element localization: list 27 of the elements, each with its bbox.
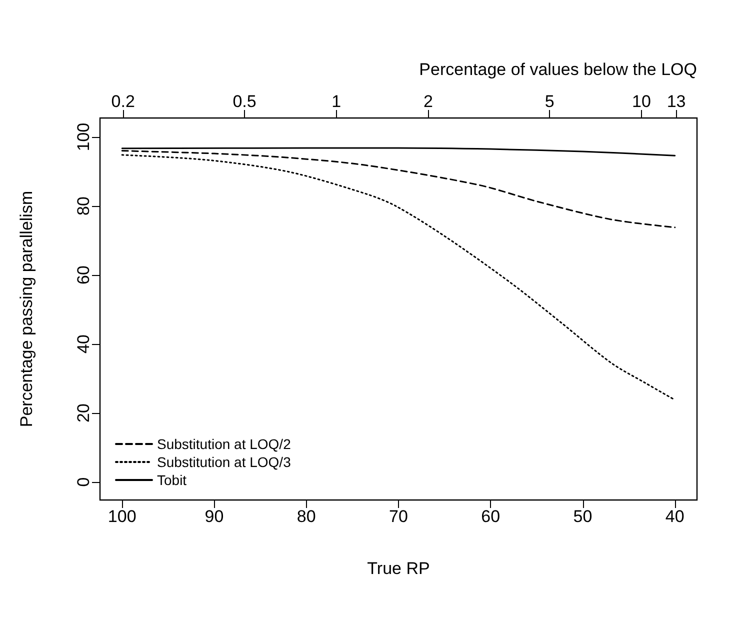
x-axis-title: True RP <box>367 559 430 578</box>
y-tick-label: 80 <box>74 196 93 216</box>
y-tick-label: 40 <box>74 334 93 354</box>
x2-tick-label: 13 <box>666 92 686 111</box>
x-tick-label: 90 <box>204 507 224 526</box>
y-tick-label: 0 <box>74 477 93 487</box>
x-tick-label: 60 <box>481 507 500 526</box>
x2-tick-label: 0.5 <box>232 92 256 111</box>
x-tick-label: 70 <box>389 507 408 526</box>
legend-label: Substitution at LOQ/3 <box>157 454 292 470</box>
line-series <box>121 154 676 401</box>
y-axis-title: Percentage passing parallelism <box>17 190 36 428</box>
legend-label: Substitution at LOQ/2 <box>157 436 292 452</box>
x-tick-label: 80 <box>296 507 316 526</box>
x2-tick-label: 10 <box>632 92 651 111</box>
legend-label: Tobit <box>157 472 187 488</box>
x2-tick-label: 2 <box>424 92 433 111</box>
y-tick-label: 60 <box>74 266 93 284</box>
x-tick-label: 40 <box>665 507 684 526</box>
x2-tick-label: 1 <box>332 92 342 111</box>
x2-axis-title: Percentage of values below the LOQ <box>419 60 697 79</box>
x2-tick-label: 0.2 <box>111 92 135 111</box>
y-tick-label: 100 <box>74 122 93 152</box>
y-tick-label: 20 <box>74 404 93 422</box>
x2-tick-label: 5 <box>544 92 554 111</box>
x-tick-label: 100 <box>108 507 136 526</box>
x-tick-label: 50 <box>573 507 592 526</box>
